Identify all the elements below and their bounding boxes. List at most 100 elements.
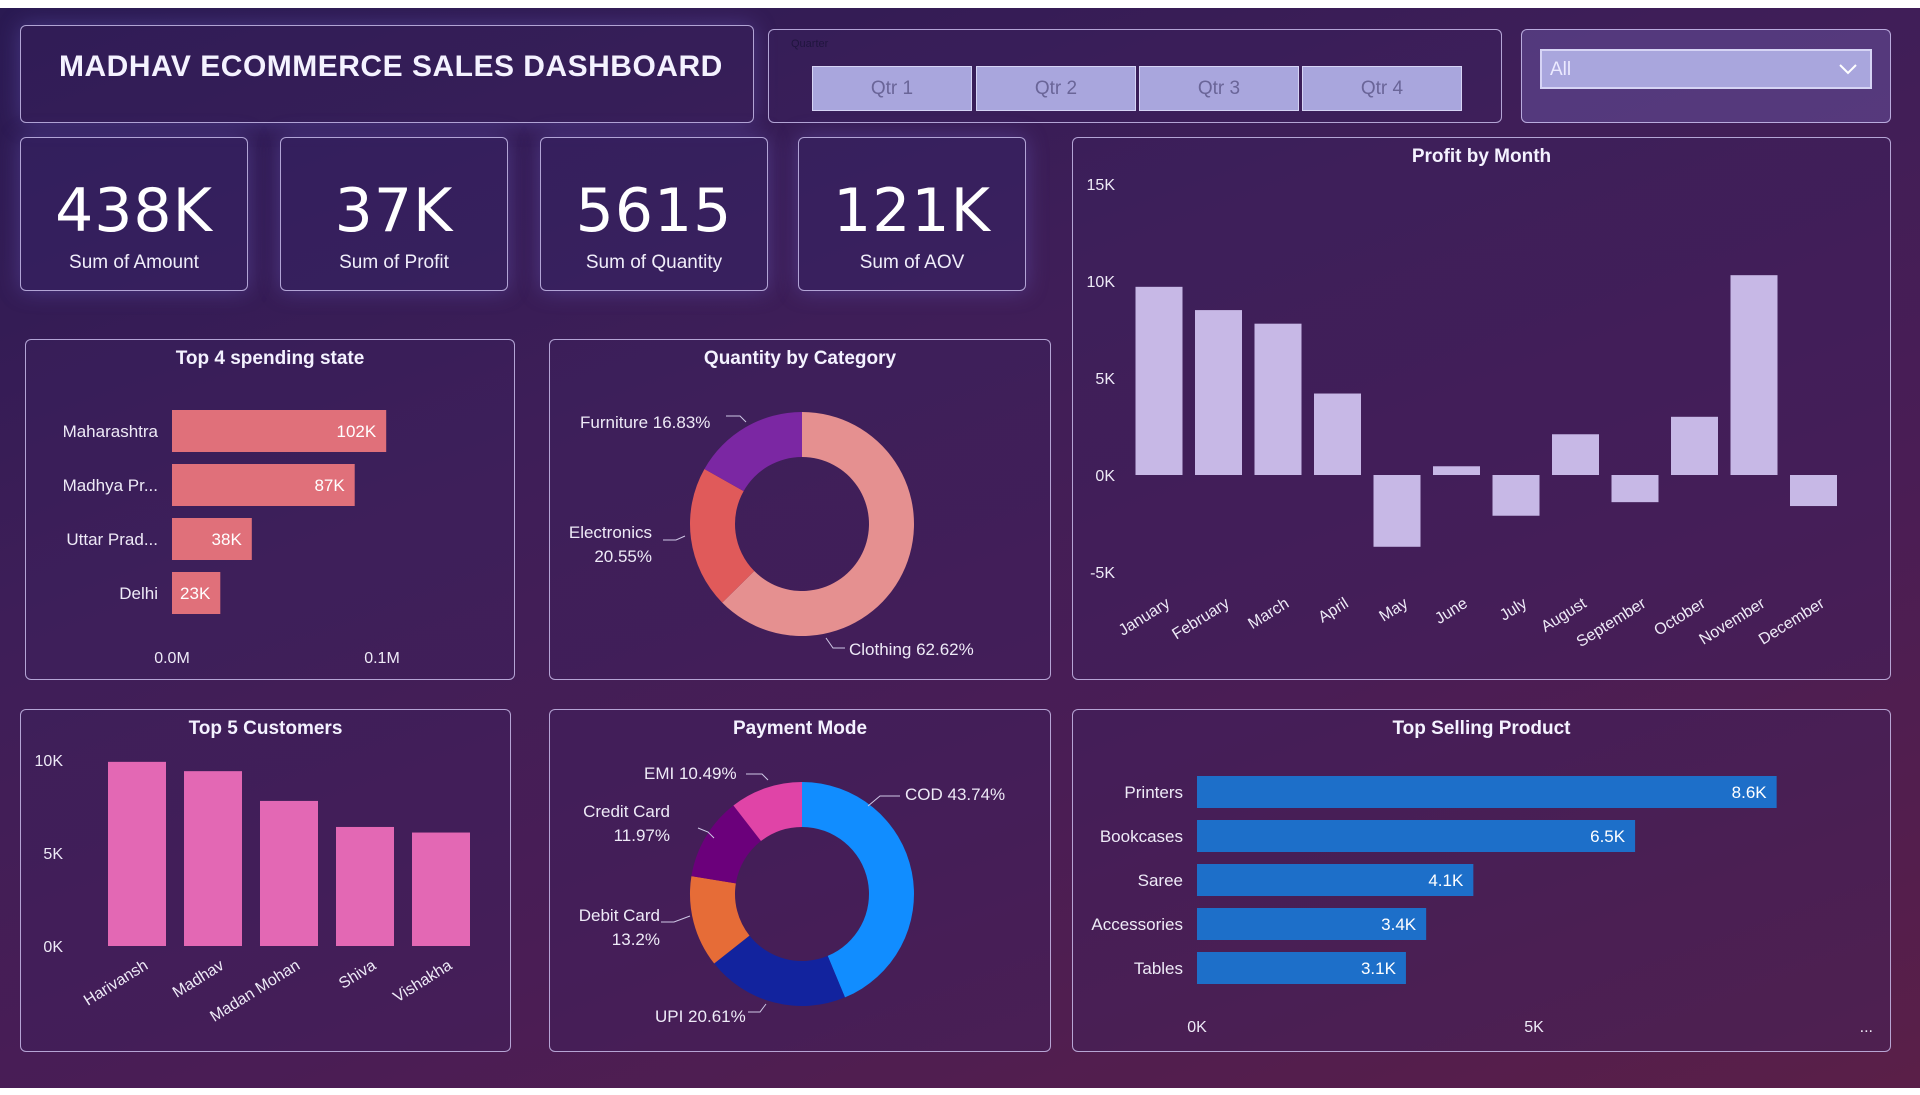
- x-tick-label: Vishakha: [391, 957, 456, 1006]
- payment-label-emi: EMI 10.49%: [644, 764, 737, 783]
- qtr1-button[interactable]: Qtr 1: [812, 66, 972, 111]
- chart-panel-category: Quantity by Category Furniture 16.83% El…: [549, 339, 1051, 680]
- x-tick-label: Shiva: [336, 957, 379, 993]
- y-tick-label: 0K: [1095, 468, 1115, 485]
- donut-slice: [690, 468, 755, 603]
- kpi-label: Sum of Quantity: [585, 252, 723, 273]
- bar: [1195, 310, 1242, 475]
- x-tick-label: December: [1756, 595, 1828, 649]
- bar: [1552, 434, 1599, 475]
- products-chart: Printers 8.6K Bookcases 6.5K Saree 4.1K Access…: [1091, 776, 1873, 1036]
- bar: [1197, 864, 1474, 896]
- y-tick-label: 5K: [43, 846, 63, 863]
- x-tick-label: 5K: [1524, 1019, 1544, 1036]
- bar: [172, 464, 355, 506]
- chart-title: Top Selling Product: [1392, 718, 1571, 739]
- bar-data-label: 102K: [336, 422, 376, 441]
- payment-label-cod: COD 43.74%: [905, 785, 1006, 804]
- payment-donut-chart: [661, 773, 914, 1013]
- qtr3-button[interactable]: Qtr 3: [1139, 66, 1299, 111]
- y-tick-label: 10K: [35, 753, 64, 770]
- kpi-label: Sum of Amount: [69, 252, 199, 273]
- chart-panel-payment: Payment Mode EMI 10.49% Credit Card 11.9…: [549, 709, 1051, 1052]
- bar-data-label: 4.1K: [1428, 871, 1464, 890]
- bar: [1314, 393, 1361, 475]
- qtr2-button[interactable]: Qtr 2: [976, 66, 1136, 111]
- more-indicator: ...: [1860, 1019, 1873, 1036]
- label-leader-line: [663, 535, 686, 541]
- chart-panel-states: Top 4 spending state Maharashtra 102K Madh…: [25, 339, 515, 680]
- kpi-card-profit: 37K Sum of Profit: [280, 137, 508, 291]
- chart-panel-customers: Top 5 Customers 10K 5K 0K Harivansh Madhav Ma…: [20, 709, 511, 1052]
- category-donut-chart: [663, 412, 914, 649]
- bar-data-label: 23K: [180, 584, 211, 603]
- donut-slice: [733, 782, 802, 842]
- x-tick-label: 0.0M: [154, 650, 190, 667]
- bar-category-label: Tables: [1134, 959, 1183, 978]
- bar: [1433, 466, 1480, 475]
- label-leader-line: [748, 1003, 767, 1013]
- donut-slice: [704, 412, 802, 492]
- dropdown-slicer-panel: All: [1521, 29, 1891, 123]
- chart-title: Top 4 spending state: [175, 348, 365, 369]
- x-tick-label: April: [1315, 595, 1351, 626]
- x-tick-label: November: [1697, 595, 1769, 649]
- bar-data-label: 8.6K: [1732, 783, 1768, 802]
- kpi-label: Sum of AOV: [859, 252, 965, 273]
- y-tick-label: 5K: [1095, 371, 1115, 388]
- bar: [1254, 323, 1302, 475]
- bar: [172, 572, 221, 614]
- bar-category-label: Maharashtra: [63, 422, 159, 441]
- kpi-value: 121K: [833, 176, 991, 246]
- states-chart: Maharashtra 102K Madhya Pr... 87K Uttar Prad…: [63, 410, 400, 667]
- filter-dropdown[interactable]: All: [1540, 49, 1872, 89]
- bar-data-label: 38K: [212, 530, 243, 549]
- bar: [412, 832, 470, 946]
- x-tick-label: 0K: [1187, 1019, 1207, 1036]
- kpi-value: 37K: [334, 176, 454, 246]
- quarter-slicer: Quarter Qtr 1 Qtr 2 Qtr 3 Qtr 4: [768, 29, 1502, 123]
- chart-title: Top 5 Customers: [188, 718, 343, 739]
- chevron-down-icon: [1839, 64, 1857, 75]
- y-tick-label: 0K: [43, 939, 63, 956]
- qtr4-button[interactable]: Qtr 4: [1302, 66, 1462, 111]
- category-label-furniture: Furniture 16.83%: [580, 413, 711, 432]
- bar: [1790, 475, 1837, 507]
- label-leader-line: [661, 915, 691, 923]
- bar: [172, 518, 252, 560]
- chart-panel-products: Top Selling Product Printers 8.6K Bookcase…: [1072, 709, 1891, 1052]
- label-leader-line: [825, 637, 845, 649]
- bar: [1373, 475, 1421, 547]
- bar-category-label: Bookcases: [1100, 827, 1183, 846]
- bar: [184, 771, 242, 946]
- bar: [336, 826, 394, 946]
- x-tick-label: March: [1245, 595, 1292, 633]
- y-tick-label: -5K: [1090, 565, 1115, 582]
- payment-label-debit-card: Debit Card 13.2%: [578, 906, 660, 949]
- bar: [1611, 475, 1659, 503]
- bar-category-label: Delhi: [119, 584, 158, 603]
- bar: [1197, 820, 1636, 852]
- bar: [1197, 952, 1406, 984]
- payment-label-upi: UPI 20.61%: [655, 1007, 746, 1026]
- label-leader-line: [697, 827, 715, 839]
- donut-slice: [714, 935, 845, 1006]
- donut-slice: [691, 805, 761, 884]
- donut-slice: [690, 876, 750, 964]
- bar: [260, 800, 318, 946]
- kpi-value: 5615: [575, 176, 733, 246]
- title-panel: MADHAV ECOMMERCE SALES DASHBOARD: [20, 25, 754, 123]
- bar-data-label: 3.4K: [1381, 915, 1417, 934]
- x-tick-label: Madhav: [170, 957, 227, 1002]
- x-tick-label: 0.1M: [364, 650, 400, 667]
- bar: [1671, 416, 1718, 475]
- label-leader-line: [726, 415, 747, 423]
- chart-title: Profit by Month: [1411, 146, 1552, 167]
- chart-title: Payment Mode: [732, 718, 868, 739]
- label-leader-line: [746, 773, 769, 781]
- x-tick-label: May: [1376, 595, 1411, 625]
- x-tick-label: June: [1432, 595, 1471, 628]
- kpi-label: Sum of Profit: [339, 252, 449, 273]
- category-label-electronics: Electronics 20.55%: [568, 523, 652, 566]
